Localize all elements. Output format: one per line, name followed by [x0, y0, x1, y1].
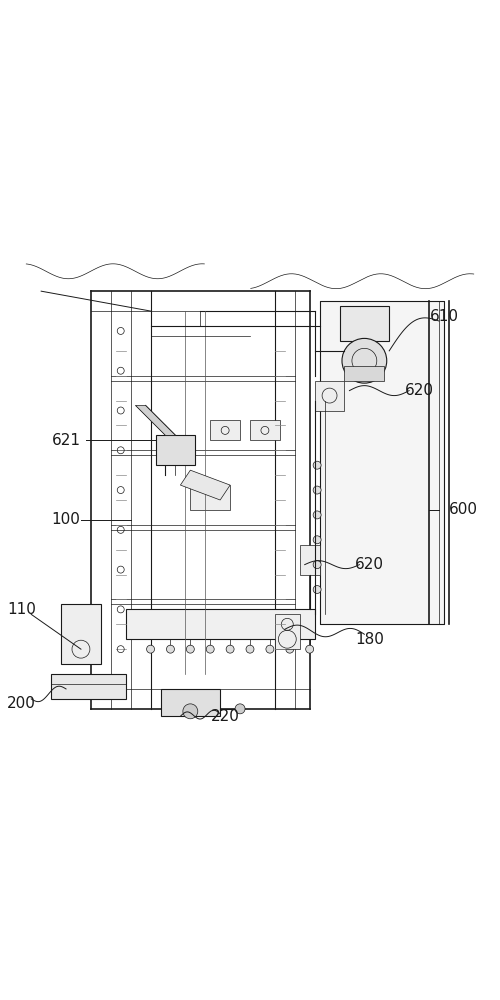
Circle shape: [246, 645, 254, 653]
Circle shape: [342, 338, 386, 383]
Bar: [344, 366, 384, 381]
Polygon shape: [136, 406, 175, 435]
Bar: [275, 614, 299, 649]
Bar: [160, 689, 220, 716]
Bar: [190, 485, 230, 510]
Text: 600: 600: [449, 502, 478, 517]
Bar: [320, 301, 444, 624]
Text: 100: 100: [52, 512, 80, 527]
Circle shape: [286, 645, 294, 653]
Circle shape: [313, 536, 321, 544]
Bar: [314, 381, 344, 410]
Text: 180: 180: [355, 632, 384, 647]
Circle shape: [146, 645, 154, 653]
Circle shape: [313, 586, 321, 593]
Text: 110: 110: [7, 602, 36, 617]
Text: 610: 610: [430, 309, 458, 324]
Text: 620: 620: [355, 557, 384, 572]
Circle shape: [313, 511, 321, 519]
Bar: [126, 609, 314, 639]
Circle shape: [313, 486, 321, 494]
Bar: [51, 674, 126, 699]
Text: 621: 621: [52, 433, 80, 448]
Bar: [250, 420, 280, 440]
Text: 220: 220: [210, 709, 240, 724]
Circle shape: [183, 704, 198, 719]
Bar: [300, 545, 320, 575]
Text: 200: 200: [7, 696, 36, 711]
Polygon shape: [180, 470, 230, 500]
Circle shape: [266, 645, 274, 653]
Circle shape: [186, 645, 194, 653]
Text: 620: 620: [404, 383, 434, 398]
Bar: [340, 306, 389, 341]
Polygon shape: [156, 435, 196, 465]
Circle shape: [166, 645, 174, 653]
Circle shape: [226, 645, 234, 653]
Circle shape: [313, 461, 321, 469]
Circle shape: [306, 645, 314, 653]
Bar: [210, 420, 240, 440]
Circle shape: [235, 704, 245, 714]
Circle shape: [206, 645, 214, 653]
Circle shape: [313, 561, 321, 569]
Bar: [61, 604, 101, 664]
